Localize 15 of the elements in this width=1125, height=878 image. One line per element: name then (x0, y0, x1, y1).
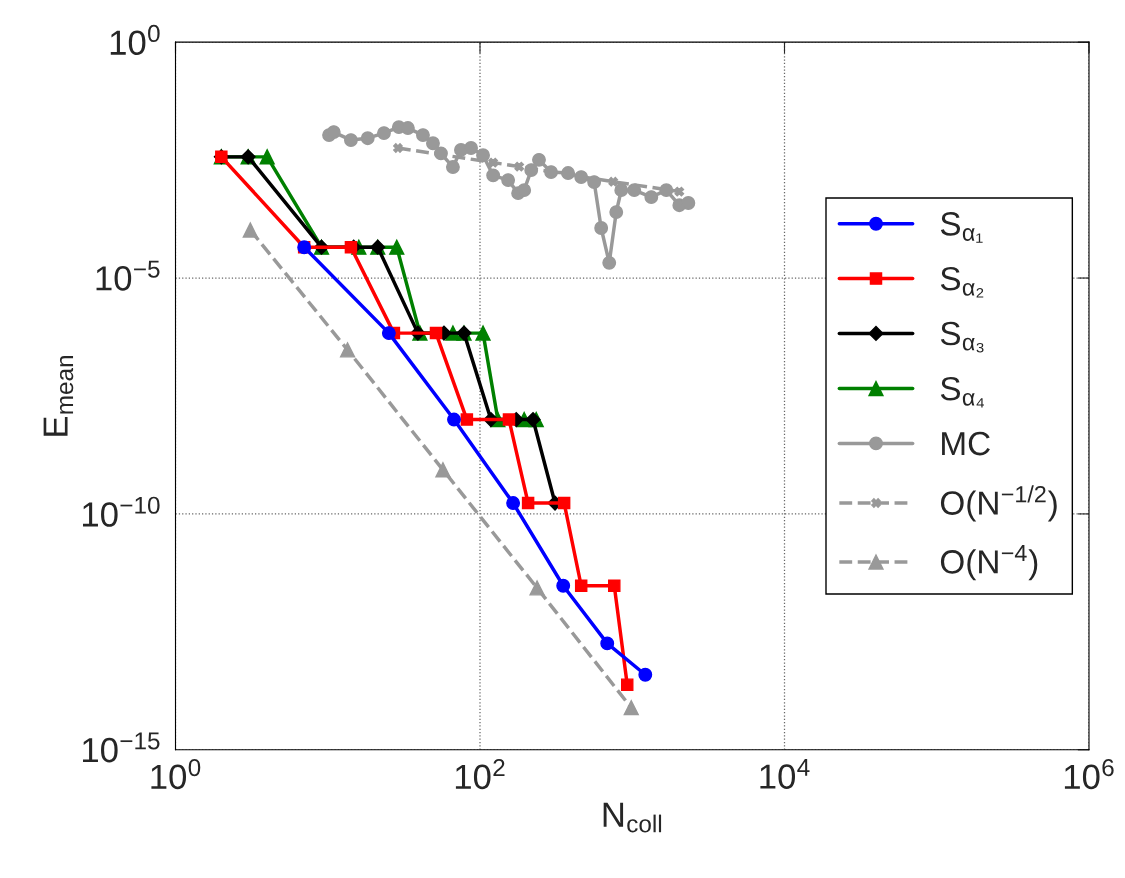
legend-label: S$_{α₃}$ (940, 321, 984, 353)
x-tick-label: 10$^{2}$ (455, 759, 505, 790)
y-tick-label: 10$^{−5}$ (96, 260, 160, 291)
y-tick-label: 10$^{−10}$ (83, 496, 160, 527)
y-tick-label: 10$^{0}$ (110, 24, 160, 56)
y-axis-title: E$_{mean}$ (43, 355, 74, 436)
x-tick-label: 10$^{6}$ (1064, 759, 1114, 790)
legend-label: S$_{α₄}$ (940, 376, 984, 408)
legend-label: S$_{α₁}$ (940, 212, 983, 243)
x-tick-label: 10$^{4}$ (760, 759, 810, 789)
legend-label: O(N$^{−1/2}$) (940, 485, 1057, 522)
legend-label: S$_{α₂}$ (940, 266, 984, 298)
x-axis-title: N$_{coll}$ (603, 802, 662, 833)
legend-label: MC (942, 431, 990, 456)
legend-label: O(N$^{−4}$) (940, 544, 1038, 581)
